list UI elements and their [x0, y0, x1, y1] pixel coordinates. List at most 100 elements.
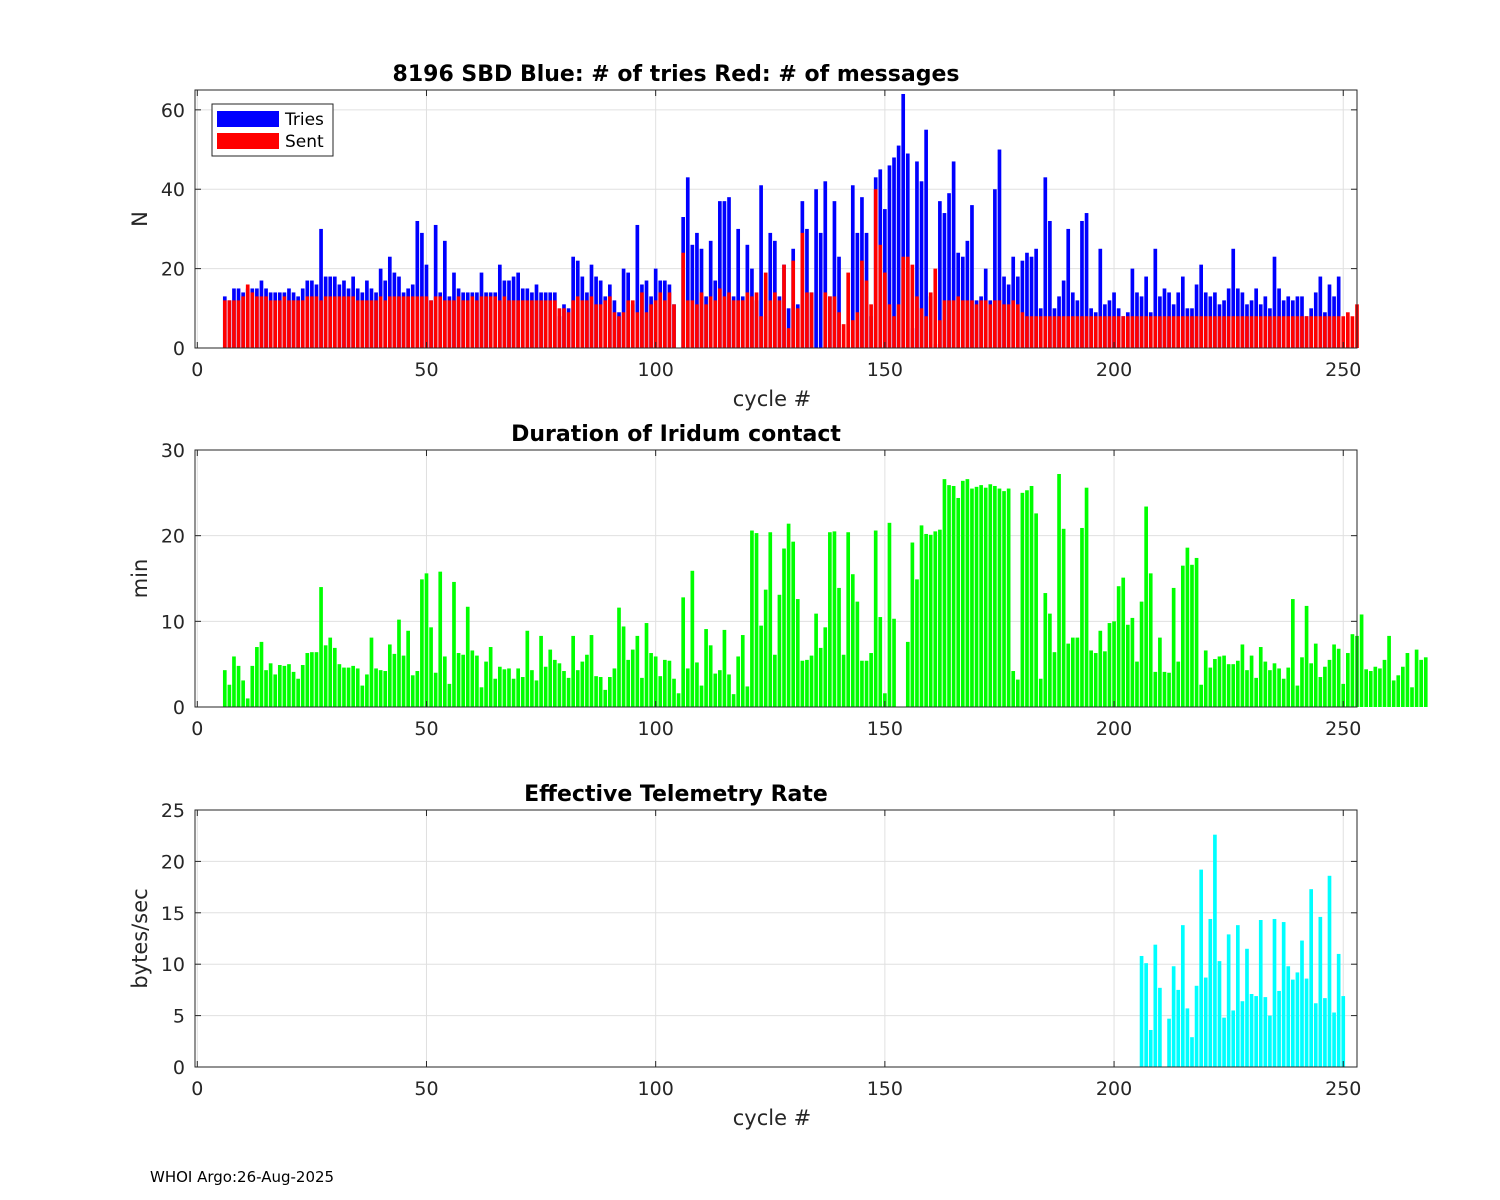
bar-duration [663, 659, 667, 707]
bar-duration [1048, 613, 1052, 707]
bar-sent [864, 280, 869, 348]
bar-sent [1245, 316, 1249, 348]
bar-duration [300, 665, 305, 707]
bar-duration [960, 480, 965, 707]
bar-sent [713, 300, 718, 348]
y-tick-label: 20 [161, 851, 185, 873]
chart-panel-2: 0 50 100 150 200 250 0 10 20 30 Duration of Iridum… [128, 422, 1428, 740]
bar-sent [1346, 312, 1350, 348]
bar-duration [1336, 648, 1341, 707]
bar-duration [571, 635, 575, 707]
bar-rate [1153, 944, 1158, 1067]
bar-sent [1190, 316, 1194, 348]
bar-sent [1199, 316, 1203, 348]
bar-sent [685, 300, 690, 348]
bar-duration [534, 680, 539, 707]
bar-rate [1268, 1015, 1272, 1067]
x-tick-label: 50 [414, 718, 438, 740]
bar-duration [864, 660, 869, 707]
bar-sent [690, 300, 695, 348]
bar-sent [264, 296, 268, 348]
bar-rate [1309, 889, 1313, 1067]
bar-sent [461, 300, 465, 348]
bar-sent [1020, 312, 1025, 348]
bar-rate [1286, 966, 1291, 1067]
bar-duration [612, 668, 617, 707]
bar-sent [539, 300, 543, 348]
bar-duration [740, 635, 745, 707]
bar-rate [1199, 869, 1203, 1067]
bar-sent [355, 300, 360, 348]
bar-sent [566, 312, 571, 348]
bar-duration [387, 644, 392, 707]
bar-duration [731, 694, 736, 707]
bar-tries [1084, 213, 1089, 348]
bar-duration [1075, 637, 1080, 707]
bar-tries [919, 181, 924, 348]
bar-sent [452, 300, 456, 348]
bar-rate [1203, 977, 1208, 1067]
bar-duration [1199, 684, 1203, 707]
bar-tries [1194, 284, 1199, 348]
bar-duration [594, 676, 598, 707]
bar-duration [562, 671, 566, 707]
bar-tries [1025, 252, 1029, 348]
bar-duration [1341, 683, 1346, 707]
bar-duration [1070, 637, 1075, 707]
bar-duration [433, 672, 438, 707]
bar-duration [1318, 677, 1323, 707]
bar-sent [837, 312, 841, 348]
bar-sent [608, 296, 612, 348]
bar-sent [653, 300, 658, 348]
bar-duration [883, 693, 887, 707]
bar-sent [369, 300, 374, 348]
x-tick-label: 150 [867, 1078, 903, 1100]
bar-duration [520, 677, 525, 707]
bar-duration [1263, 661, 1268, 707]
bar-rate [1290, 979, 1295, 1067]
x-tick-label: 150 [867, 718, 903, 740]
bar-duration [644, 623, 649, 707]
bar-duration [1401, 666, 1405, 707]
bar-rate [1213, 834, 1217, 1067]
bar-sent [282, 296, 287, 348]
bar-duration [676, 693, 681, 707]
bar-duration [750, 530, 754, 707]
x-axis-label: cycle # [733, 387, 812, 411]
bar-sent [1309, 316, 1313, 348]
bar-sent [1249, 316, 1254, 348]
bar-duration [1190, 564, 1194, 707]
bar-duration [1162, 671, 1167, 707]
bar-duration [447, 683, 452, 707]
plot-area [195, 810, 1357, 1067]
bar-sent [1130, 316, 1135, 348]
bar-duration [1222, 655, 1226, 707]
bar-tries [708, 240, 713, 348]
bar-duration [319, 587, 323, 707]
bar-duration [924, 533, 928, 707]
bar-duration [360, 685, 365, 707]
bar-duration [1309, 663, 1313, 707]
bar-sent [342, 296, 346, 348]
bar-duration [635, 635, 640, 707]
bar-sent [915, 296, 919, 348]
bar-sent [305, 296, 310, 348]
bar-duration [1057, 473, 1061, 707]
bar-tries [690, 244, 695, 348]
x-tick-label: 250 [1325, 718, 1361, 740]
bar-duration [1180, 565, 1185, 707]
bar-duration [1203, 650, 1208, 707]
bar-rate [1272, 918, 1277, 1067]
bar-sent [1176, 316, 1181, 348]
bar-tries [924, 129, 928, 348]
bar-sent [768, 300, 773, 348]
bar-duration [598, 677, 603, 707]
bar-duration [745, 686, 750, 707]
bar-sent [795, 308, 800, 348]
bar-sent [1052, 316, 1057, 348]
bar-sent [1061, 316, 1066, 348]
x-tick-label: 100 [638, 359, 674, 381]
bar-sent [1116, 316, 1121, 348]
bar-sent [1084, 316, 1089, 348]
bar-tries [635, 224, 640, 348]
